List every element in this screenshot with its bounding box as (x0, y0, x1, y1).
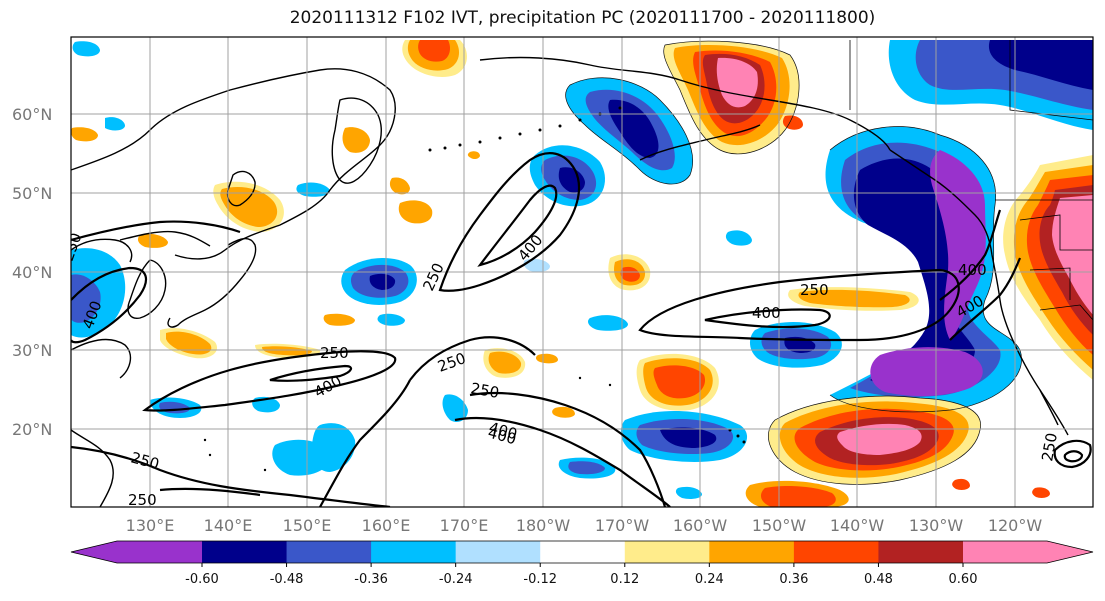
lon-label: 140°E (204, 516, 253, 535)
ivt-contours (71, 152, 1092, 507)
colorbar-segment (540, 541, 626, 563)
colorbar-segment (202, 541, 288, 563)
latitude-labels: 60°N 50°N 40°N 30°N 20°N (12, 105, 52, 439)
lat-label-60n: 60°N (12, 105, 52, 124)
colorbar-tick-label: 0.48 (864, 572, 893, 587)
lon-label: 130°E (126, 516, 175, 535)
lon-label: 150°W (752, 516, 807, 535)
colorbar-segment (878, 541, 964, 563)
colorbar-tick-label: -0.36 (354, 572, 388, 587)
lon-label: 140°W (830, 516, 885, 535)
lon-label: 160°E (362, 516, 411, 535)
contour-label: 400 (752, 304, 781, 322)
map-title: 2020111312 F102 IVT, precipitation PC (2… (289, 8, 876, 28)
map-frame (70, 36, 1094, 508)
map-content: 250 400 250 400 250 400 250 400 250 250 … (71, 37, 1093, 509)
contour-label: 250 (320, 344, 349, 362)
colorbar-segment (793, 541, 879, 563)
lon-label: 120°W (988, 516, 1043, 535)
colorbar-tick-label: -0.24 (439, 572, 473, 587)
lat-label-50n: 50°N (12, 184, 52, 203)
lon-label: 130°W (909, 516, 964, 535)
colorbar-segment (624, 541, 710, 563)
aleutian-islands (203, 106, 746, 472)
colorbar-tick-label: -0.48 (270, 572, 304, 587)
colorbar (70, 540, 1094, 564)
political-borders (849, 40, 1093, 321)
colorbar-tick-label: 0.24 (695, 572, 724, 587)
colorbar-outline (70, 540, 1094, 564)
colorbar-segment (371, 541, 457, 563)
colorbar-segment (963, 541, 1093, 563)
longitude-labels: 130°E 140°E 150°E 160°E 170°E 180°W 170°… (126, 516, 1043, 535)
lon-label: 160°W (673, 516, 728, 535)
lat-label-30n: 30°N (12, 341, 52, 360)
positive-anomaly-fields (71, 40, 1093, 507)
lat-label-40n: 40°N (12, 263, 52, 282)
contour-label: 250 (1038, 431, 1061, 462)
contour-label: 250 (128, 491, 157, 509)
lon-label: 170°E (440, 516, 489, 535)
contour-label: 250 (800, 281, 829, 299)
colorbar-ticks: -0.60 -0.48 -0.36 -0.24 -0.12 0.12 0.24 0.36 0.4… (185, 563, 977, 587)
colorbar-segment (71, 541, 202, 563)
lon-label: 180°W (516, 516, 571, 535)
colorbar-tick-label: 0.36 (779, 572, 808, 587)
colorbar-segment (709, 541, 795, 563)
lon-label: 170°W (595, 516, 650, 535)
gridlines (71, 37, 1093, 507)
colorbar-segment (286, 541, 372, 563)
colorbar-tick-label: -0.12 (523, 572, 557, 587)
colorbar-tick-label: 0.12 (610, 572, 639, 587)
contour-label: 250 (469, 379, 500, 402)
colorbar-tick-label: 0.60 (949, 572, 978, 587)
colorbar-tick-label: -0.60 (185, 572, 219, 587)
coastlines (71, 56, 1069, 507)
contour-label: 400 (958, 261, 987, 279)
lon-label: 150°E (283, 516, 332, 535)
lat-label-20n: 20°N (12, 420, 52, 439)
anomaly-outlines (565, 40, 1022, 485)
colorbar-segment (455, 541, 541, 563)
